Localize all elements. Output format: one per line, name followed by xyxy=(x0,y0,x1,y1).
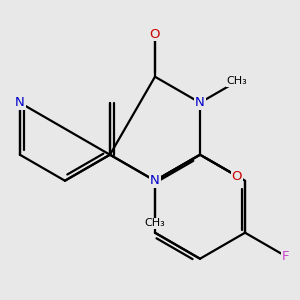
Text: N: N xyxy=(150,174,160,187)
Text: CH₃: CH₃ xyxy=(145,218,165,228)
Text: CH₃: CH₃ xyxy=(226,76,247,86)
Text: O: O xyxy=(150,28,160,40)
Text: F: F xyxy=(282,250,289,262)
Text: N: N xyxy=(195,96,205,109)
Text: N: N xyxy=(15,96,25,109)
Text: O: O xyxy=(232,169,242,182)
